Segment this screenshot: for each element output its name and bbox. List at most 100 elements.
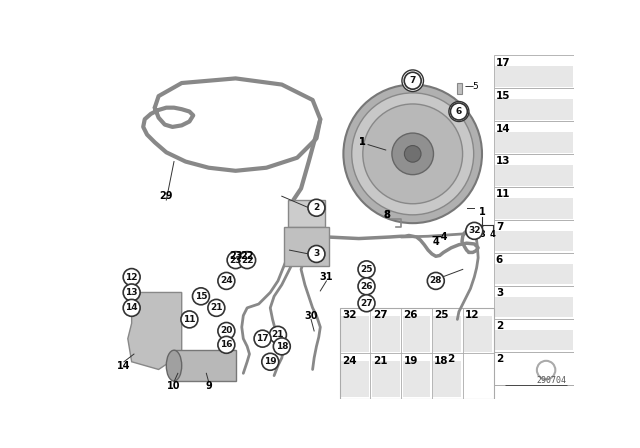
Circle shape [273, 338, 291, 355]
Text: 31: 31 [320, 272, 333, 282]
Circle shape [358, 295, 375, 312]
FancyBboxPatch shape [495, 132, 573, 153]
FancyBboxPatch shape [464, 315, 492, 352]
Text: 21: 21 [272, 330, 284, 339]
Text: 6: 6 [496, 255, 503, 265]
Text: 13: 13 [496, 156, 510, 167]
Circle shape [451, 103, 467, 120]
FancyBboxPatch shape [493, 286, 575, 319]
FancyBboxPatch shape [341, 315, 369, 352]
FancyBboxPatch shape [451, 358, 486, 385]
Polygon shape [456, 83, 462, 94]
Text: 16: 16 [220, 340, 232, 349]
Circle shape [308, 246, 325, 263]
FancyBboxPatch shape [433, 315, 461, 352]
Circle shape [218, 272, 235, 289]
Circle shape [402, 70, 424, 91]
FancyBboxPatch shape [493, 121, 575, 154]
Text: 4: 4 [490, 230, 496, 239]
Circle shape [392, 133, 433, 175]
Circle shape [404, 146, 421, 162]
Circle shape [254, 330, 271, 347]
Text: 25: 25 [435, 310, 449, 320]
Ellipse shape [166, 350, 182, 381]
Circle shape [466, 222, 483, 239]
FancyBboxPatch shape [495, 165, 573, 185]
Text: 15: 15 [195, 292, 207, 301]
Text: 10: 10 [167, 381, 180, 392]
Circle shape [363, 104, 463, 204]
Text: 24: 24 [220, 276, 233, 285]
Text: 23: 23 [229, 250, 243, 260]
Circle shape [308, 199, 325, 216]
FancyBboxPatch shape [493, 88, 575, 121]
FancyBboxPatch shape [495, 231, 573, 251]
Text: 20: 20 [220, 327, 232, 336]
Text: 19: 19 [264, 357, 276, 366]
Text: 26: 26 [360, 282, 372, 291]
FancyBboxPatch shape [493, 352, 575, 385]
Text: 28: 28 [429, 276, 442, 285]
Circle shape [193, 288, 209, 305]
Text: 3: 3 [479, 230, 485, 239]
Polygon shape [128, 293, 182, 370]
Circle shape [239, 252, 255, 269]
Text: 27: 27 [372, 310, 387, 320]
Text: 21: 21 [210, 303, 223, 312]
Text: 12: 12 [125, 272, 138, 281]
Text: 14: 14 [125, 303, 138, 312]
Text: 2: 2 [468, 230, 474, 239]
Text: 14: 14 [117, 361, 131, 370]
Circle shape [358, 261, 375, 278]
Text: 11: 11 [496, 190, 510, 199]
Text: 3: 3 [314, 250, 319, 258]
Circle shape [404, 72, 421, 89]
Text: 4: 4 [433, 237, 439, 247]
FancyBboxPatch shape [340, 308, 493, 399]
Polygon shape [284, 227, 329, 266]
FancyBboxPatch shape [493, 253, 575, 286]
FancyBboxPatch shape [372, 315, 399, 352]
Text: 1: 1 [359, 137, 366, 147]
Text: 1: 1 [479, 207, 485, 217]
Text: —5: —5 [464, 82, 479, 90]
Text: 13: 13 [125, 288, 138, 297]
Text: 3: 3 [496, 289, 503, 298]
Text: 29: 29 [159, 191, 173, 201]
Circle shape [428, 272, 444, 289]
Circle shape [227, 252, 244, 269]
FancyBboxPatch shape [433, 361, 461, 397]
Text: 32: 32 [468, 226, 481, 235]
Text: 25: 25 [360, 265, 372, 274]
Circle shape [262, 353, 279, 370]
Circle shape [208, 299, 225, 316]
FancyBboxPatch shape [495, 99, 573, 120]
Text: 1: 1 [359, 137, 366, 147]
Text: 6: 6 [456, 107, 462, 116]
FancyBboxPatch shape [495, 330, 573, 350]
Text: 11: 11 [183, 315, 196, 324]
Text: 7: 7 [410, 76, 416, 85]
Circle shape [344, 85, 482, 223]
Text: 26: 26 [403, 310, 418, 320]
Text: —4: —4 [432, 232, 449, 242]
Circle shape [123, 299, 140, 316]
Circle shape [352, 93, 474, 215]
FancyBboxPatch shape [493, 187, 575, 220]
Text: 17: 17 [496, 58, 511, 68]
Text: 27: 27 [360, 299, 373, 308]
Text: 21: 21 [372, 356, 387, 366]
Text: 18: 18 [276, 342, 288, 351]
Text: 22: 22 [241, 256, 253, 265]
Text: 8: 8 [384, 211, 391, 220]
FancyBboxPatch shape [495, 264, 573, 284]
Polygon shape [174, 350, 236, 381]
Text: 290704: 290704 [537, 376, 566, 385]
Text: 7: 7 [496, 222, 503, 233]
Text: 23: 23 [229, 256, 242, 265]
Text: 2: 2 [314, 203, 319, 212]
Text: 24: 24 [342, 356, 356, 366]
FancyBboxPatch shape [495, 198, 573, 219]
FancyBboxPatch shape [341, 361, 369, 397]
Text: 15: 15 [496, 90, 510, 100]
